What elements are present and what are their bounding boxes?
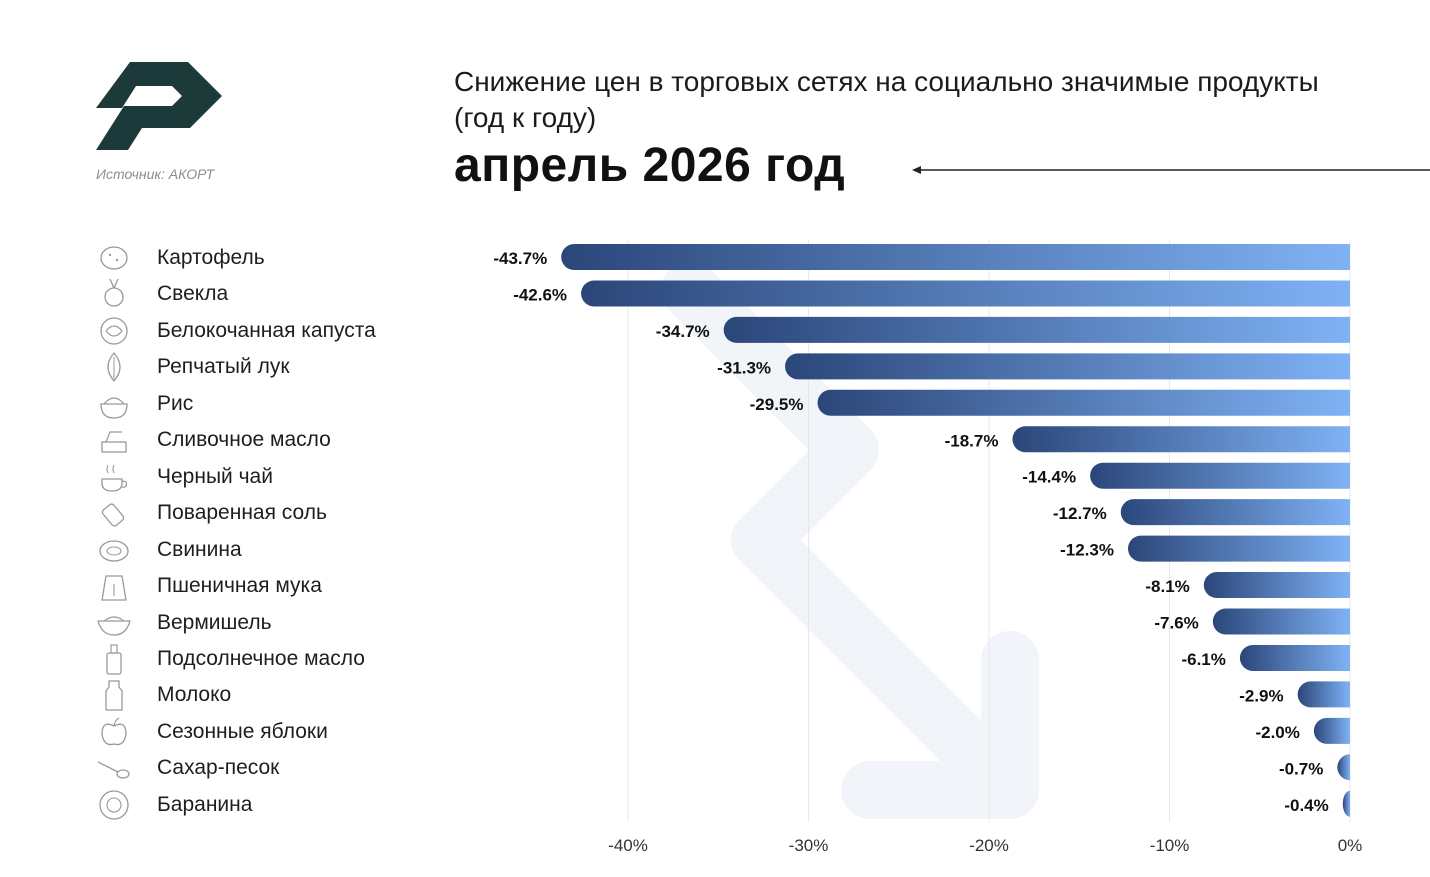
bar bbox=[785, 353, 1350, 380]
category-label: Свинина bbox=[157, 537, 242, 561]
chart-subtitle: апрель 2026 год bbox=[454, 139, 846, 192]
category-row: Вермишель bbox=[96, 605, 436, 641]
category-label: Молоко bbox=[157, 683, 232, 707]
data-label: -31.3% bbox=[717, 358, 771, 377]
oil-bottle-icon bbox=[96, 641, 132, 677]
pork-icon bbox=[96, 532, 132, 568]
category-row: Молоко bbox=[96, 677, 436, 713]
beet-icon bbox=[96, 276, 132, 312]
bar bbox=[1342, 790, 1350, 817]
tea-icon bbox=[96, 459, 132, 495]
left-arrow-icon bbox=[912, 166, 1430, 174]
cabbage-icon bbox=[96, 313, 132, 349]
bar bbox=[1120, 499, 1350, 526]
chart-title: Снижение цен в торговых сетях на социаль… bbox=[454, 66, 1319, 133]
x-tick-label: -30% bbox=[789, 836, 829, 855]
category-label: Свекла bbox=[157, 282, 229, 306]
data-label: -0.4% bbox=[1284, 796, 1328, 815]
category-label: Сливочное масло bbox=[157, 428, 331, 452]
bar bbox=[1313, 717, 1350, 744]
bar bbox=[581, 280, 1350, 307]
category-row: Белокочанная капуста bbox=[96, 313, 436, 349]
data-label: -29.5% bbox=[750, 395, 804, 414]
category-label: Сахар-песок bbox=[157, 756, 280, 780]
x-tick-label: 0% bbox=[1338, 836, 1363, 855]
salt-icon bbox=[96, 495, 132, 531]
category-row: Сливочное масло bbox=[96, 422, 436, 458]
category-row: Свекла bbox=[96, 276, 436, 312]
category-row: Подсолнечное масло bbox=[96, 641, 436, 677]
potato-icon bbox=[96, 240, 132, 276]
akort-logo bbox=[96, 62, 222, 150]
category-label: Картофель bbox=[157, 246, 265, 269]
category-label: Репчатый лук bbox=[157, 355, 290, 379]
category-label: Черный чай bbox=[157, 464, 273, 488]
category-label: Подсолнечное масло bbox=[157, 646, 365, 670]
category-label: Сезонные яблоки bbox=[157, 719, 328, 743]
mutton-icon bbox=[96, 787, 132, 823]
category-row: Сахар-песок bbox=[96, 750, 436, 786]
category-row: Репчатый лук bbox=[96, 349, 436, 385]
category-label: Баранина bbox=[157, 792, 253, 816]
category-label: Поваренная соль bbox=[157, 501, 327, 525]
noodles-icon bbox=[96, 605, 132, 641]
category-row: Баранина bbox=[96, 787, 436, 823]
bar bbox=[1090, 462, 1350, 489]
butter-icon bbox=[96, 422, 132, 458]
category-label: Вермишель bbox=[157, 610, 272, 634]
bar bbox=[1203, 572, 1350, 599]
bar bbox=[1127, 535, 1350, 562]
milk-icon bbox=[96, 677, 132, 713]
data-label: -12.7% bbox=[1053, 504, 1107, 523]
onion-icon bbox=[96, 349, 132, 385]
x-tick-label: -10% bbox=[1150, 836, 1190, 855]
bar bbox=[817, 389, 1350, 416]
category-label: Пшеничная мука bbox=[157, 574, 322, 598]
category-row: Сезонные яблоки bbox=[96, 714, 436, 750]
data-label: -42.6% bbox=[513, 285, 567, 304]
bar bbox=[1212, 608, 1350, 635]
data-label: -8.1% bbox=[1145, 577, 1189, 596]
category-label: Белокочанная капуста bbox=[157, 318, 376, 342]
watermark-arrow bbox=[661, 261, 1039, 819]
category-row: Рис bbox=[96, 386, 436, 422]
data-label: -2.9% bbox=[1239, 686, 1283, 705]
sugar-spoon-icon bbox=[96, 750, 132, 786]
data-label: -2.0% bbox=[1255, 723, 1299, 742]
category-label: Рис bbox=[157, 391, 194, 415]
apple-icon bbox=[96, 714, 132, 750]
data-label: -7.6% bbox=[1154, 614, 1198, 633]
data-label: -0.7% bbox=[1279, 759, 1323, 778]
data-label: -14.4% bbox=[1022, 468, 1076, 487]
data-label: -6.1% bbox=[1181, 650, 1225, 669]
data-label: -34.7% bbox=[656, 322, 710, 341]
category-row: Пшеничная мука bbox=[96, 568, 436, 604]
category-row: Свинина bbox=[96, 532, 436, 568]
data-label: -18.7% bbox=[945, 431, 999, 450]
x-tick-label: -40% bbox=[608, 836, 648, 855]
source-note: Источник: АКОРТ bbox=[96, 166, 215, 182]
data-label: -43.7% bbox=[493, 249, 547, 268]
data-label: -12.3% bbox=[1060, 541, 1114, 560]
rice-icon bbox=[96, 386, 132, 422]
flour-icon bbox=[96, 568, 132, 604]
bar bbox=[723, 316, 1350, 343]
bar bbox=[1297, 681, 1350, 708]
bar bbox=[1012, 426, 1350, 453]
bar bbox=[1239, 644, 1350, 671]
bar bbox=[1337, 754, 1350, 781]
category-row: Черный чай bbox=[96, 459, 436, 495]
category-row: Картофель bbox=[96, 240, 436, 276]
bar bbox=[561, 244, 1350, 270]
x-tick-label: -20% bbox=[969, 836, 1009, 855]
category-row: Поваренная соль bbox=[96, 495, 436, 531]
